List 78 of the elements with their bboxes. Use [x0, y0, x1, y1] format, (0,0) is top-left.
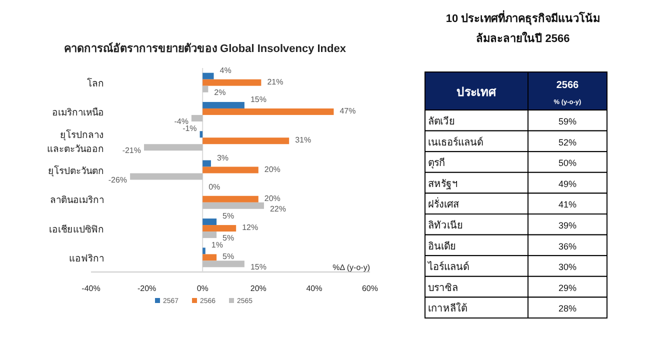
- data-label: 15%: [250, 94, 266, 104]
- data-label: -1%: [182, 124, 197, 134]
- data-label: 5%: [222, 234, 234, 243]
- x-tick-label: 0%: [196, 284, 208, 293]
- y-tick-label: เอเชียแปซิฟิก: [49, 223, 104, 236]
- data-label: 12%: [242, 223, 258, 232]
- bar: [144, 144, 203, 151]
- category-label: ไอร์แลนด์: [427, 261, 469, 274]
- data-label: -26%: [108, 175, 128, 184]
- bar: [130, 173, 203, 180]
- bar: [202, 138, 290, 144]
- data-label: -21%: [122, 146, 142, 156]
- data-label: 0%: [208, 182, 220, 192]
- data-label: 20%: [264, 194, 280, 203]
- y-tick-label: ยุโรปตะวันตก: [48, 165, 104, 177]
- data-label: 30%: [558, 262, 577, 272]
- data-label: -4%: [174, 116, 188, 126]
- chart-title: คาดการณ์อัตราการขยายตัวของ Global Insolvency Index: [64, 42, 347, 55]
- text: 2566: [556, 80, 580, 91]
- bar: [202, 218, 217, 226]
- data-label: 52%: [558, 137, 577, 148]
- data-label: 22%: [270, 204, 286, 214]
- data-label: 50%: [558, 158, 577, 168]
- category-label: บราซิล: [428, 282, 458, 294]
- x-tick-label: 60%: [362, 284, 378, 293]
- x-tick-label: -20%: [137, 284, 156, 293]
- data-label: 29%: [558, 282, 577, 293]
- data-label: 31%: [295, 136, 312, 145]
- bar: [202, 202, 264, 209]
- y-tick-label: ยุโรปกลาง และตะวันออก: [47, 128, 104, 155]
- bar: [202, 260, 244, 268]
- x-axis-title: %Δ (y-o-y): [332, 263, 370, 272]
- bar: [202, 79, 262, 86]
- bar: [202, 86, 208, 92]
- bar: [202, 166, 258, 174]
- category-label: เกาหลีใต้: [428, 302, 467, 315]
- x-tick-label: -40%: [82, 284, 100, 293]
- category-label: ลัตเวีย: [428, 116, 455, 128]
- data-label: 28%: [558, 304, 577, 314]
- x-tick-label: 20%: [250, 284, 266, 293]
- y-tick-label: ลาตินอเมริกา: [50, 195, 104, 206]
- category-label: ฝรั่งเศส: [428, 196, 459, 211]
- text: 10 ประเทศที่ภาคธุรกิจมีแนวโน้ม ล้มละลายในปี 2566: [446, 10, 600, 45]
- category-label: ลิทัวเนีย: [428, 220, 463, 232]
- bar: [202, 232, 217, 238]
- data-label: 20%: [264, 164, 280, 174]
- category-label: เนเธอร์แลนด์: [428, 136, 483, 148]
- bar: [202, 160, 211, 167]
- data-label: 5%: [222, 252, 234, 262]
- bar: [202, 225, 236, 232]
- data-label: 59%: [558, 116, 577, 126]
- data-label: 41%: [558, 200, 577, 210]
- data-label: 21%: [267, 77, 284, 86]
- text: ประเทศ: [456, 85, 496, 99]
- bar: [202, 102, 244, 108]
- data-label: 36%: [558, 241, 577, 252]
- data-label: 39%: [558, 220, 577, 230]
- category-label: ตุรกี: [428, 157, 445, 170]
- y-tick-label: โลก: [87, 78, 104, 90]
- y-tick-label: อเมริกาเหนือ: [52, 108, 104, 119]
- data-label: 49%: [558, 178, 577, 189]
- data-label: 1%: [211, 240, 223, 250]
- data-label: 4%: [220, 66, 232, 75]
- y-tick-label: แอฟริกา: [69, 253, 104, 264]
- data-label: 15%: [250, 262, 266, 272]
- bar: [202, 196, 258, 202]
- data-label: 47%: [340, 106, 356, 116]
- bar: [202, 248, 206, 254]
- category-label: สหรัฐฯ: [428, 178, 458, 190]
- bar: [202, 254, 217, 261]
- bar: [202, 108, 334, 115]
- category-label: อินเดีย: [428, 240, 456, 252]
- data-label: 5%: [222, 212, 234, 221]
- bar: [191, 114, 203, 122]
- data-label: 2%: [214, 88, 226, 97]
- bar: [202, 72, 214, 80]
- x-tick-label: 40%: [306, 284, 322, 293]
- data-label: 3%: [216, 153, 229, 162]
